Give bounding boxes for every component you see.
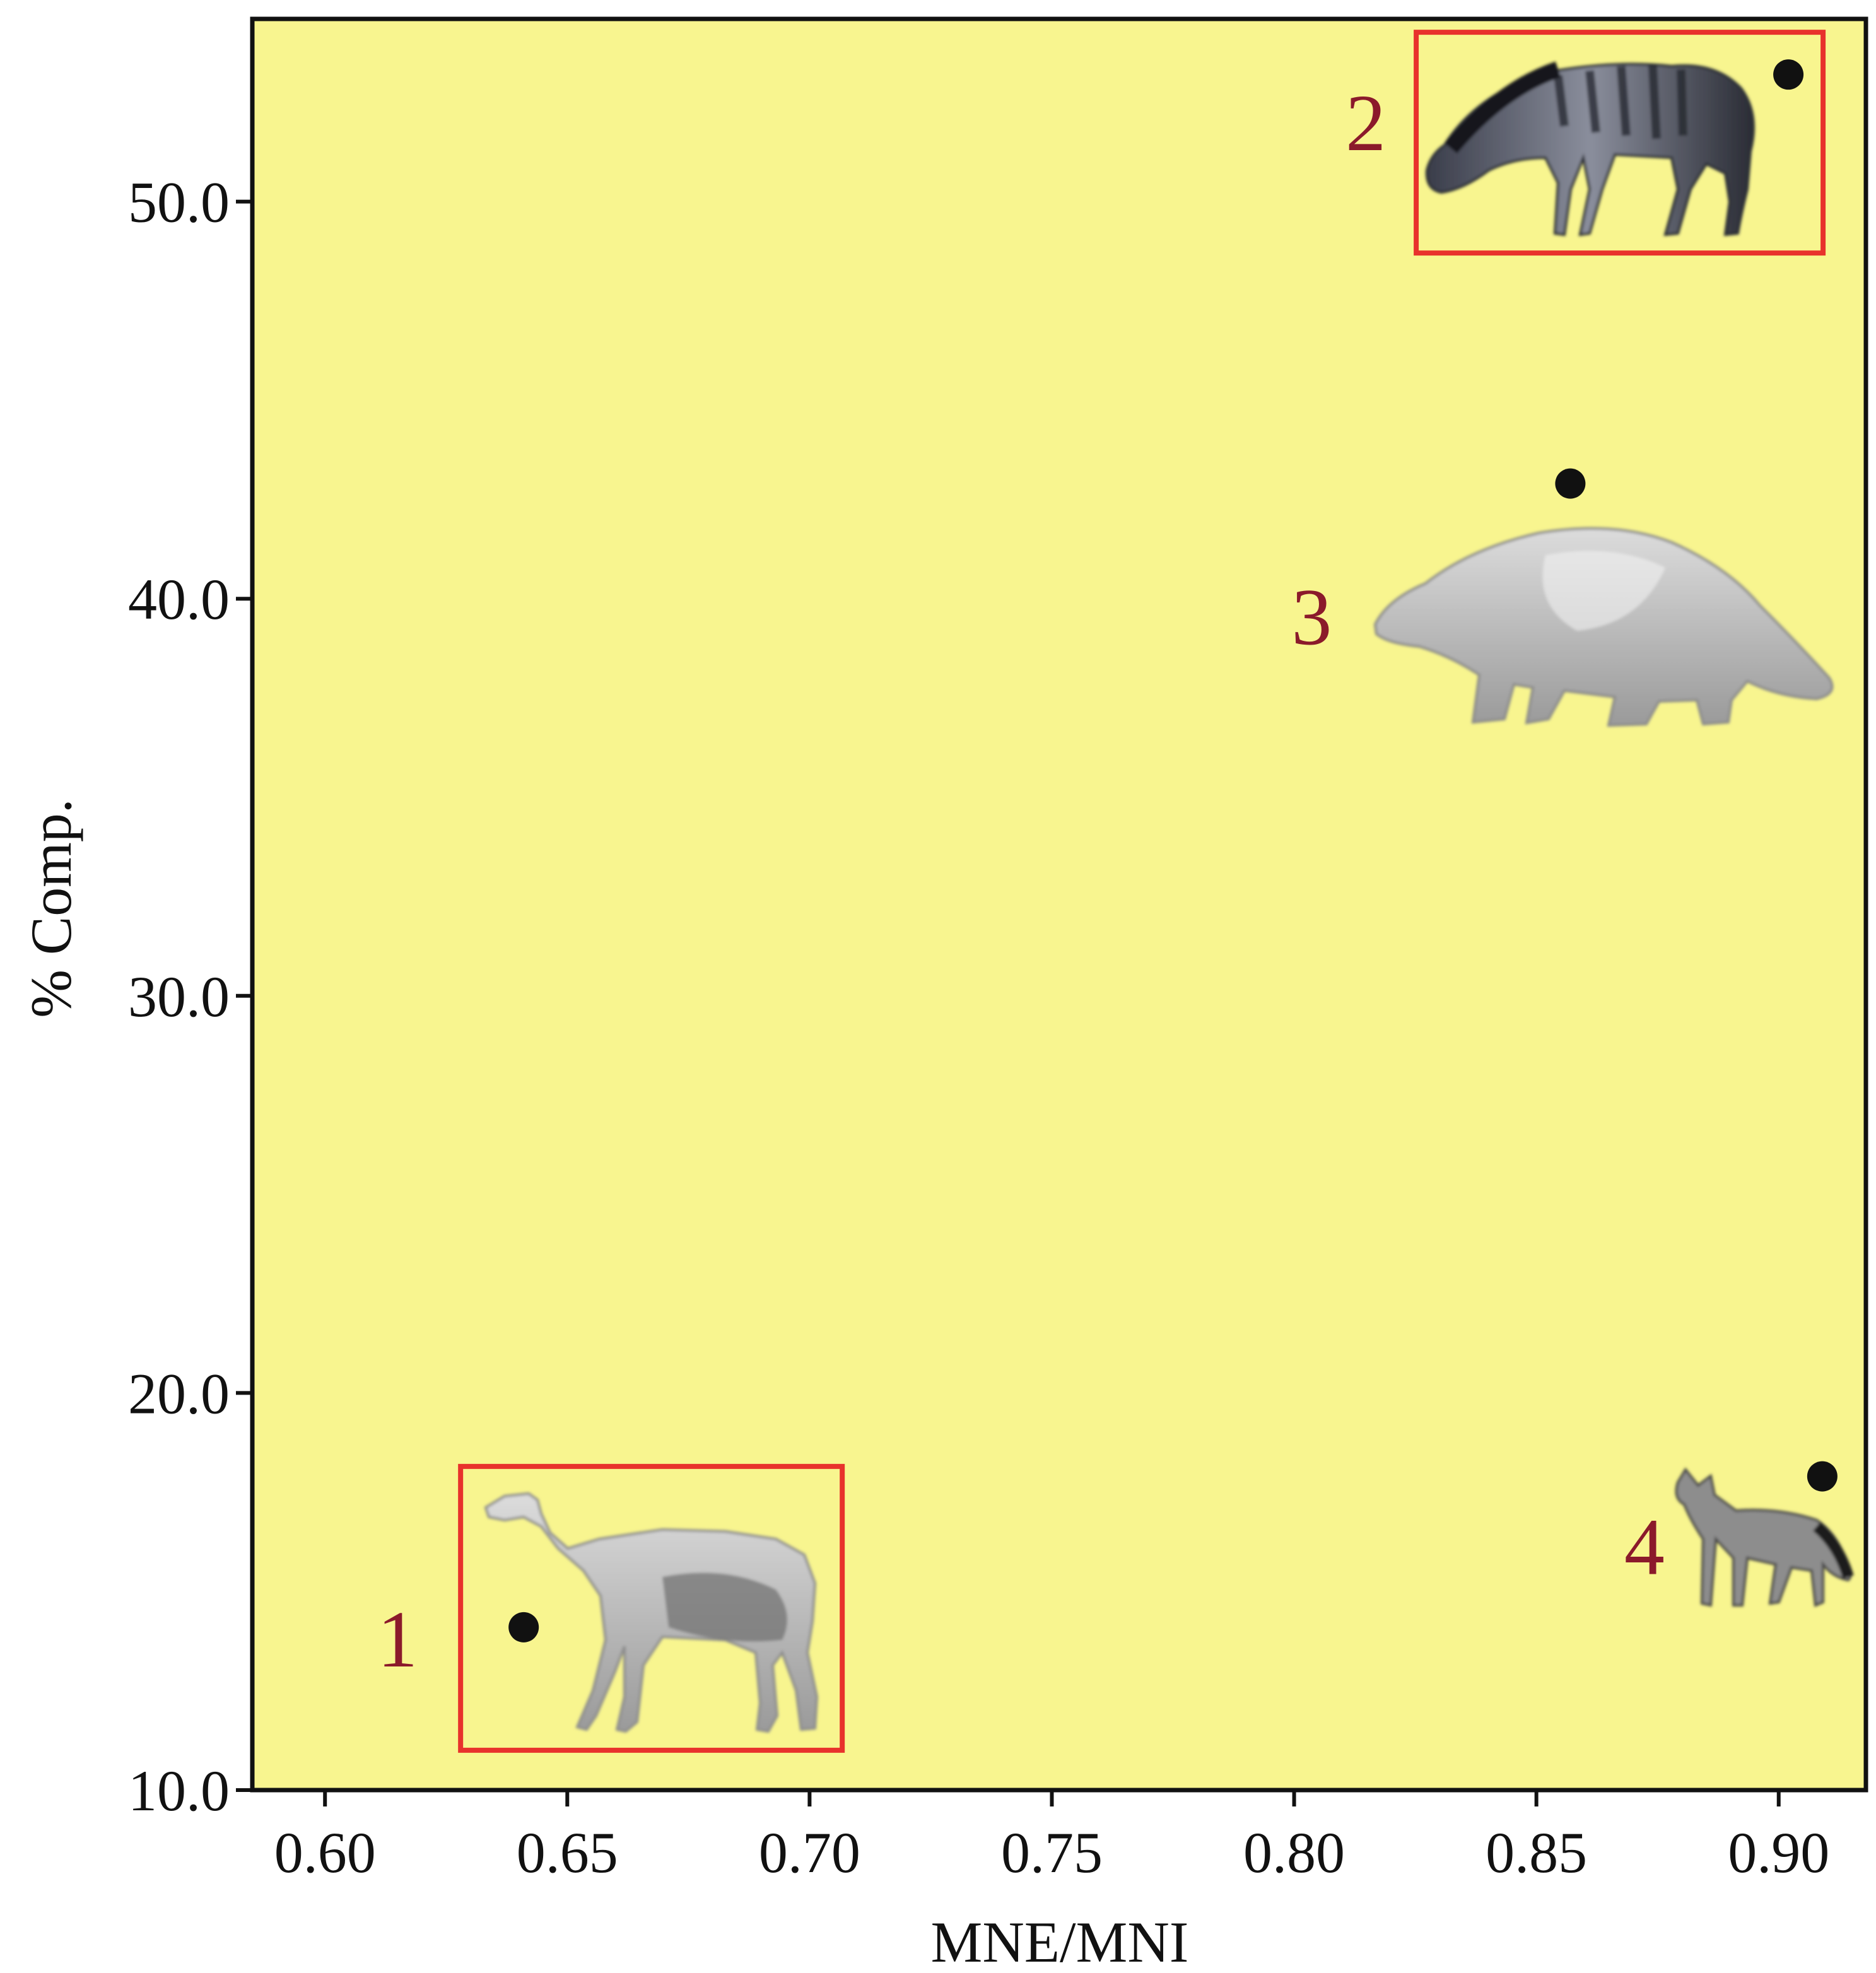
ground-sloth-illustration bbox=[1373, 527, 1834, 727]
highlight-box bbox=[458, 1463, 845, 1753]
point-label: 1 bbox=[377, 1595, 418, 1684]
x-axis-title: MNE/MNI bbox=[931, 1910, 1189, 1973]
plot-frame bbox=[250, 16, 1868, 1793]
y-tick-label: 30.0 bbox=[128, 964, 230, 1029]
y-tick-label: 20.0 bbox=[128, 1361, 230, 1426]
x-tick-label: 0.65 bbox=[517, 1820, 618, 1885]
x-tick-label: 0.75 bbox=[1001, 1820, 1103, 1885]
data-point bbox=[1773, 59, 1804, 90]
x-tick-label: 0.85 bbox=[1486, 1820, 1587, 1885]
horse-illustration bbox=[1425, 61, 1755, 237]
y-axis-title: % Comp. bbox=[19, 799, 83, 1018]
x-tick-label: 0.70 bbox=[759, 1820, 860, 1885]
data-point bbox=[1807, 1461, 1838, 1492]
y-tick-label: 40.0 bbox=[128, 567, 230, 631]
llama-illustration bbox=[484, 1492, 819, 1733]
data-point bbox=[508, 1612, 539, 1642]
point-label: 2 bbox=[1345, 78, 1386, 168]
point-label: 4 bbox=[1624, 1502, 1665, 1592]
x-tick-label: 0.80 bbox=[1243, 1820, 1345, 1885]
fox-illustration bbox=[1675, 1467, 1854, 1607]
y-tick-label: 50.0 bbox=[128, 170, 230, 235]
y-tick-label: 10.0 bbox=[128, 1759, 230, 1823]
highlight-box bbox=[1414, 30, 1826, 256]
x-tick-label: 0.90 bbox=[1728, 1820, 1829, 1885]
point-label: 3 bbox=[1291, 573, 1332, 662]
x-tick-label: 0.60 bbox=[274, 1820, 376, 1885]
data-point bbox=[1555, 468, 1586, 499]
